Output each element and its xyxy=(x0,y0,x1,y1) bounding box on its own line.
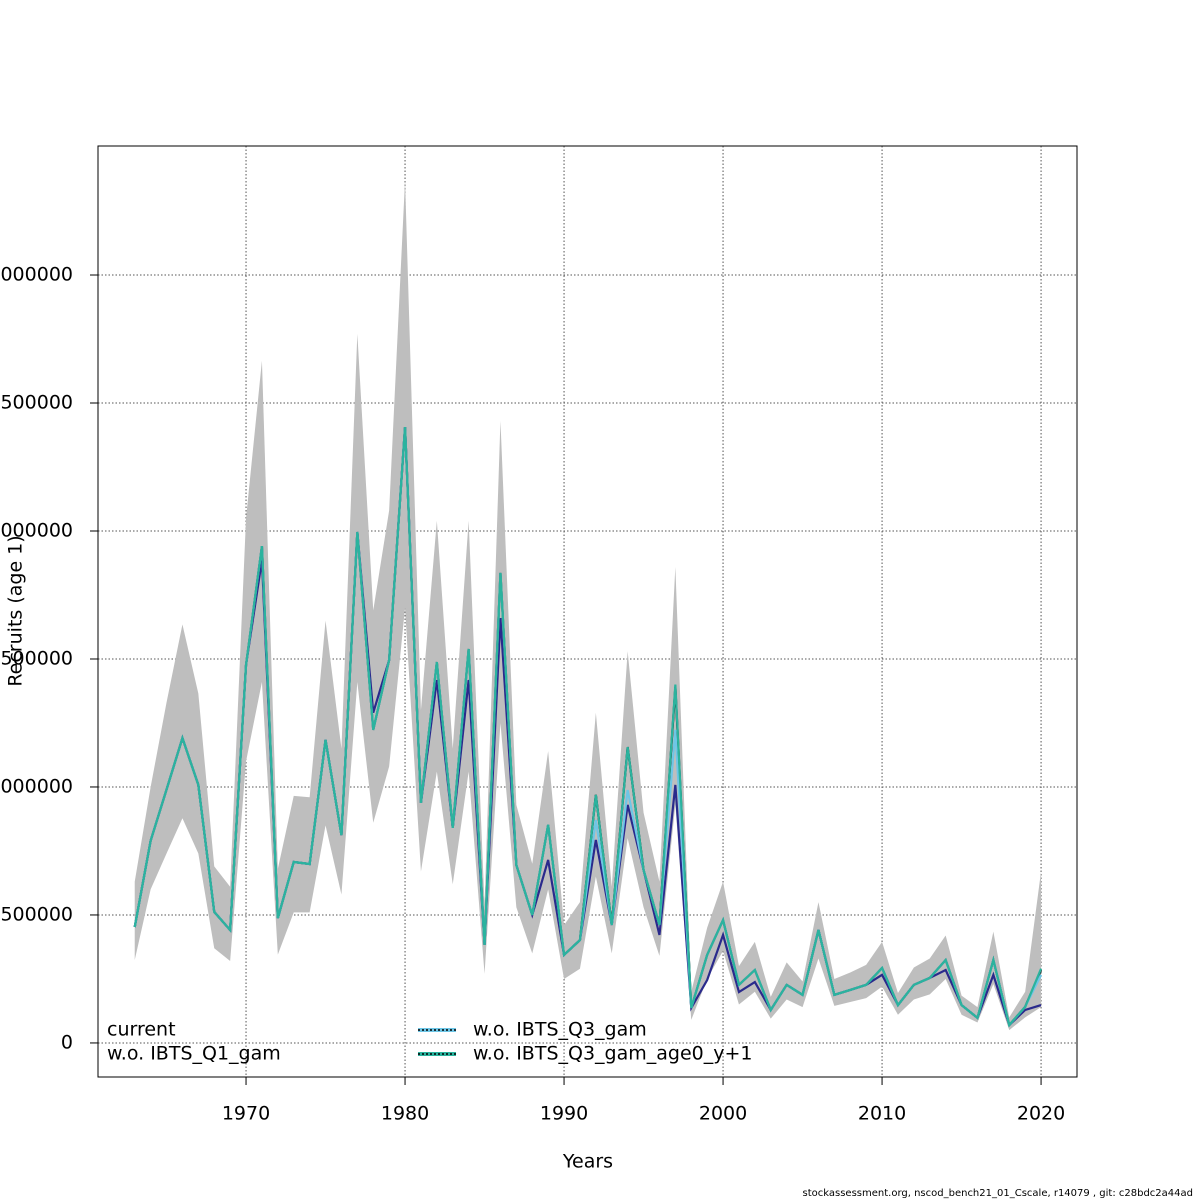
y-tick-label: 500000 xyxy=(0,903,73,925)
y-tick-label: 3000000 xyxy=(0,264,73,286)
footer: stockassessment.org, nscod_bench21_01_Cs… xyxy=(803,1188,1193,1199)
legend-label: current xyxy=(107,1019,176,1041)
y-tick-label: 1000000 xyxy=(0,775,73,797)
x-tick-label: 1970 xyxy=(222,1103,270,1125)
series-line xyxy=(133,426,1043,1028)
legend-swatch xyxy=(418,1052,456,1056)
y-tick-label: 1500000 xyxy=(0,647,73,669)
x-tick-label: 1990 xyxy=(540,1103,588,1125)
y-tick-label: 2500000 xyxy=(0,392,73,414)
legend-swatch xyxy=(418,1028,456,1032)
legend-label: w.o. IBTS_Q1_gam xyxy=(107,1043,281,1065)
x-tick-label: 1980 xyxy=(381,1103,429,1125)
x-tick-label: 2000 xyxy=(699,1103,747,1125)
x-axis-label: Years xyxy=(562,1151,613,1173)
x-tick-label: 2020 xyxy=(1017,1103,1065,1125)
confidence-band xyxy=(134,180,1042,1031)
legend-label: w.o. IBTS_Q3_gam_age0_y+1 xyxy=(473,1043,753,1065)
y-tick-label: 0 xyxy=(61,1031,73,1053)
legend-label: w.o. IBTS_Q3_gam xyxy=(473,1019,647,1041)
x-tick-label: 2010 xyxy=(858,1103,906,1125)
plot-frame xyxy=(97,145,1078,1078)
y-tick-label: 2000000 xyxy=(0,519,73,541)
y-axis-label: Recruits (age 1) xyxy=(5,535,27,686)
